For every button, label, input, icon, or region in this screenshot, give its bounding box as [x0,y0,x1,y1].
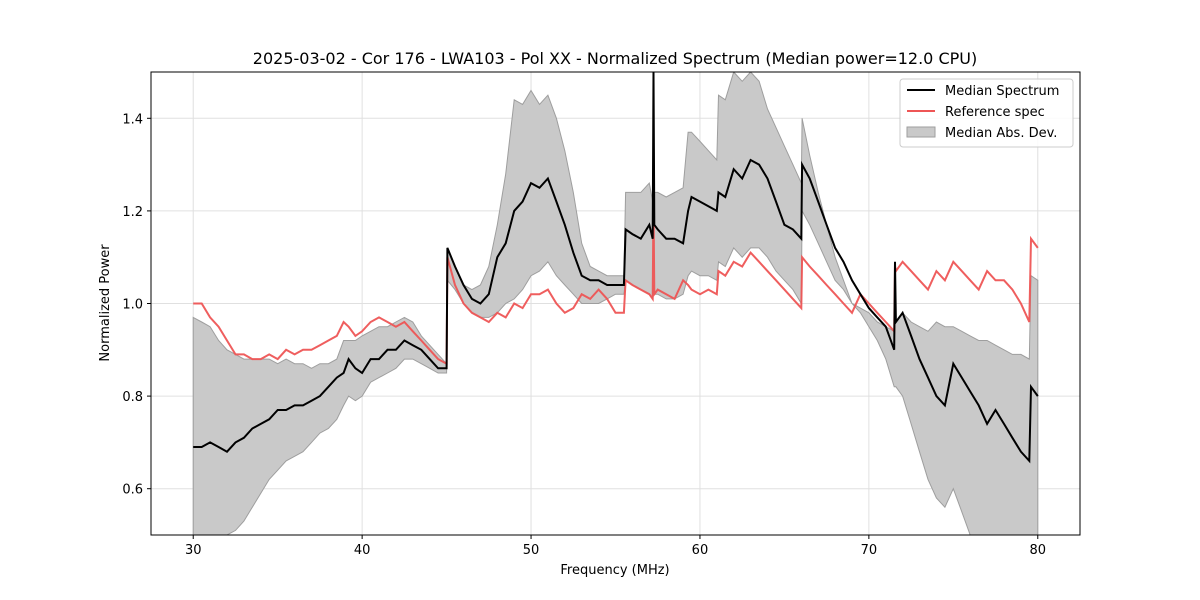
x-tick-label: 40 [354,543,371,558]
x-tick-label: 50 [523,543,540,558]
legend: Median Spectrum Reference spec Median Ab… [899,78,1074,148]
legend-frame [899,78,1074,148]
x-axis-label: Frequency (MHz) [560,563,669,578]
x-tick-label: 70 [861,543,878,558]
legend-band-label: Median Abs. Dev. [945,126,1057,141]
legend-median-label: Median Spectrum [945,84,1059,99]
x-tick-label: 60 [692,543,709,558]
legend-band-swatch [906,126,936,138]
y-tick-label: 0.8 [122,390,143,405]
y-tick-label: 1.4 [122,112,143,127]
chart-title: 2025-03-02 - Cor 176 - LWA103 - Pol XX -… [253,49,977,68]
median-abs-dev-band [192,72,1039,535]
legend-reference-label: Reference spec [945,105,1045,120]
y-tick-label: 1.0 [122,298,143,313]
median-spectrum-line [193,72,1039,464]
x-tick-label: 30 [185,543,202,558]
y-axis-label: Normalized Power [98,244,113,362]
x-tick-label: 80 [1029,543,1046,558]
axis-ticks: 30 40 50 60 70 80 0.6 0.8 1.0 1.2 1.4 [122,112,1046,558]
y-tick-label: 1.2 [122,205,143,220]
y-tick-label: 0.6 [122,483,143,498]
